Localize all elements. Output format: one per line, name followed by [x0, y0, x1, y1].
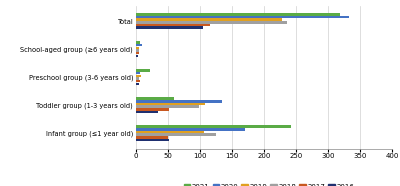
Legend: 2021, 2020, 2019, 2018, 2017, 2016: 2021, 2020, 2019, 2018, 2017, 2016	[184, 184, 354, 186]
Bar	[136, 69, 150, 72]
Bar	[136, 16, 349, 18]
Bar	[136, 52, 139, 54]
Bar	[136, 131, 204, 133]
Bar	[136, 54, 138, 57]
Bar	[136, 41, 140, 44]
Bar	[136, 97, 174, 100]
Bar	[136, 100, 222, 102]
Bar	[136, 111, 158, 113]
Bar	[136, 83, 138, 85]
Bar	[136, 46, 139, 49]
Bar	[136, 139, 169, 141]
Bar	[136, 49, 138, 52]
Bar	[136, 72, 140, 74]
Bar	[136, 26, 203, 29]
Bar	[136, 18, 282, 21]
Bar	[136, 13, 340, 16]
Bar	[136, 108, 169, 110]
Bar	[136, 133, 216, 136]
Bar	[136, 136, 168, 139]
Bar	[136, 77, 139, 80]
Bar	[136, 105, 199, 108]
Bar	[136, 125, 291, 128]
Bar	[136, 21, 287, 24]
Bar	[136, 103, 205, 105]
Bar	[136, 44, 142, 46]
Bar	[136, 80, 140, 82]
Bar	[136, 75, 141, 77]
Bar	[136, 128, 245, 131]
Bar	[136, 24, 210, 26]
